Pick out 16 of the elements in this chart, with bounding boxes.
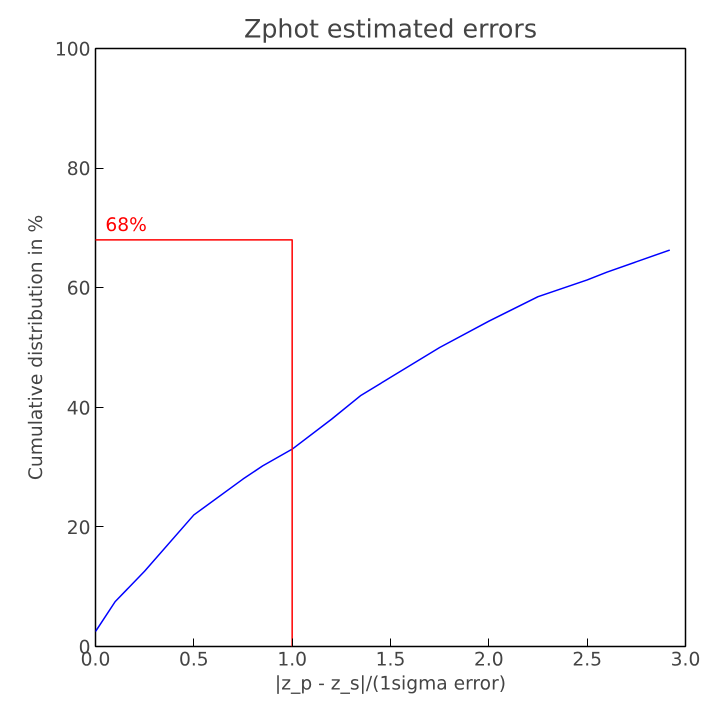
y-tick-label: 100 [54, 40, 90, 60]
x-tick-label: 2.0 [474, 650, 504, 670]
x-tick-label: 2.5 [572, 650, 602, 670]
y-tick-label: 80 [66, 159, 91, 180]
chart-title: Zphot estimated errors [244, 14, 538, 44]
y-axis-title: Cumulative distribution in % [26, 214, 47, 480]
line-series [96, 249, 671, 632]
x-tick-label: 1.5 [376, 650, 406, 670]
x-tick-label: 1.0 [277, 650, 308, 670]
x-tick-label: 3.0 [670, 650, 700, 670]
y-tick-label: 60 [66, 278, 91, 300]
y-tick-label: 20 [66, 518, 91, 539]
x-axis-title: |z_p - z_s|/(1sigma error) [274, 674, 506, 694]
annotation: 68% [105, 214, 147, 236]
x-tick-label: 0.5 [179, 650, 209, 670]
y-tick-label: 40 [66, 398, 91, 420]
